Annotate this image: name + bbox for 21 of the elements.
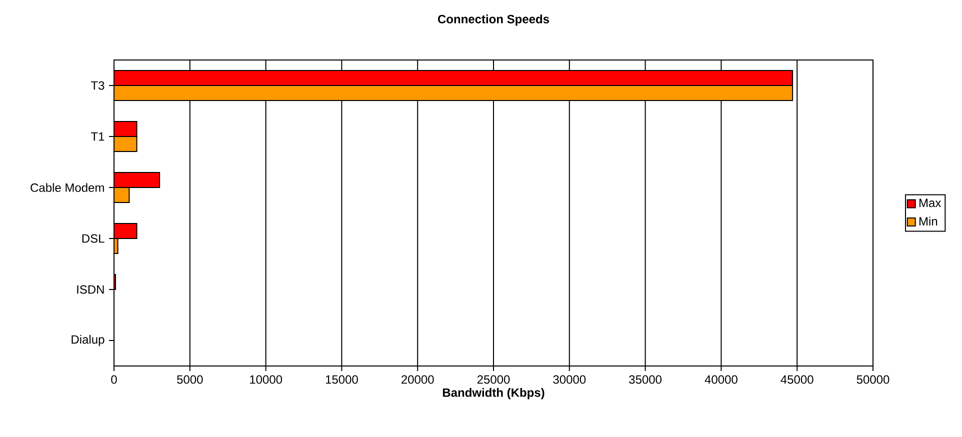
x-tick-label: 50000	[856, 375, 890, 384]
x-tick-label: 25000	[477, 375, 510, 384]
x-tick-label: 45000	[780, 375, 814, 384]
y-tick-label: Cable Modem	[30, 183, 104, 192]
y-tick-label: T1	[91, 132, 104, 141]
x-tick-label: 30000	[553, 375, 586, 384]
y-tick-label: Dialup	[72, 334, 104, 346]
y-tick-label: ISDN	[77, 285, 104, 294]
x-tick-label: 5000	[177, 375, 203, 384]
chart-title: Connection Speeds	[438, 14, 550, 26]
y-tick-label: DSL	[82, 234, 104, 243]
x-tick-label: 40000	[704, 375, 738, 384]
x-tick-label: 10000	[250, 375, 282, 384]
x-tick-label: 0	[111, 375, 117, 384]
y-tick-label: T3	[91, 81, 104, 90]
x-tick-label: 35000	[629, 375, 662, 384]
x-tick-label: 15000	[326, 375, 358, 384]
legend-label: Max	[919, 198, 942, 208]
x-tick-label: 20000	[402, 375, 434, 384]
legend-label: Min	[919, 216, 938, 226]
x-axis-title: Bandwidth (Kbps)	[442, 388, 544, 400]
